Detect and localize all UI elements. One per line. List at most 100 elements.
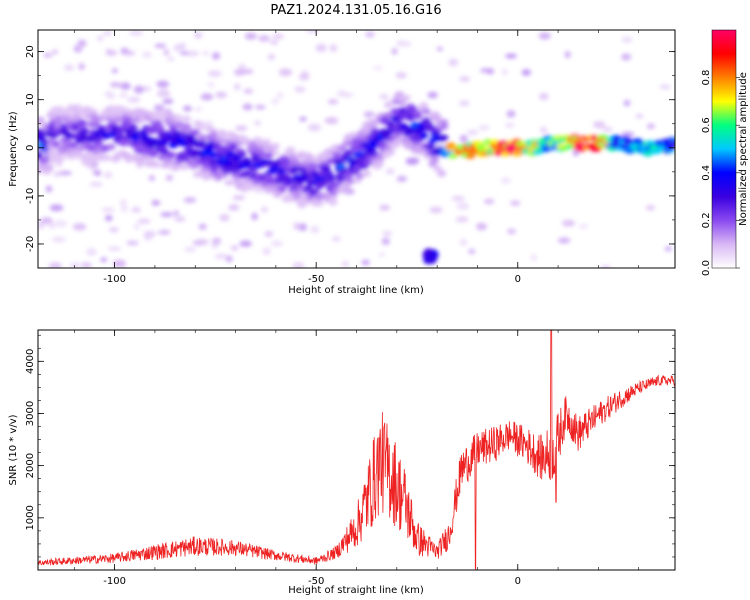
spectrogram-speckle xyxy=(478,124,490,131)
spectrogram-speckle xyxy=(466,129,479,136)
spectrogram-blob xyxy=(264,152,274,159)
spectrogram-speckle xyxy=(664,246,673,252)
spectrogram-speckle xyxy=(43,52,53,58)
spectrogram-blob xyxy=(308,161,318,169)
spectrogram-speckle xyxy=(363,111,375,118)
spectrogram-speckle xyxy=(173,216,186,222)
spectrogram-speckle xyxy=(331,235,341,242)
spectrogram-blob xyxy=(197,134,207,142)
spectrogram-speckle xyxy=(120,82,131,90)
spectrogram-speckle xyxy=(572,149,580,157)
spectrogram-speckle xyxy=(63,64,75,72)
spectrogram-blob xyxy=(40,157,50,164)
spectrogram-speckle xyxy=(310,225,320,234)
spectrogram-speckle xyxy=(539,126,548,134)
snr-series-line xyxy=(38,330,675,570)
spectrogram-blob xyxy=(217,132,227,139)
spectrogram-speckle xyxy=(133,223,140,231)
spectrogram-blob xyxy=(155,127,165,134)
spectrogram-speckle xyxy=(142,51,152,58)
spectrogram-blob xyxy=(386,121,396,128)
spectrogram-speckle xyxy=(198,223,207,230)
spectrogram-speckle xyxy=(381,237,390,246)
spectrogram-blob xyxy=(292,190,302,198)
spectrogram-blob xyxy=(80,128,90,135)
spectrogram-speckle xyxy=(194,31,203,39)
spectrogram-speckle xyxy=(315,43,327,52)
y-tick-label: -10 xyxy=(25,188,36,204)
spectrogram-speckle xyxy=(467,248,476,255)
spectrogram-speckle xyxy=(506,228,517,235)
spectrogram-blob xyxy=(304,153,314,161)
spectrogram-heatmap xyxy=(38,30,675,268)
spectrogram-speckle xyxy=(378,252,386,257)
spectrogram-blob xyxy=(425,144,435,151)
spectrogram-blob xyxy=(439,119,449,126)
spectrogram-speckle xyxy=(143,230,157,238)
spectrogram-speckle xyxy=(232,195,246,201)
spectrogram-speckle xyxy=(379,204,391,211)
spectrogram-speckle xyxy=(396,175,408,182)
spectrogram-speckle xyxy=(405,158,419,165)
spectrogram-speckle xyxy=(483,198,495,205)
spectrogram-speckle xyxy=(538,92,549,101)
spectrogram-speckle xyxy=(182,105,193,112)
spectrogram-speckle xyxy=(133,85,144,94)
spectrogram-blob xyxy=(290,159,300,166)
colorbar-label: Normalized spectral amplitude xyxy=(738,72,749,226)
spectrogram-speckle xyxy=(646,123,656,130)
spectrogram-blob xyxy=(332,152,342,159)
spectrogram-blob xyxy=(633,139,644,145)
colorbar-tick-label: 0.6 xyxy=(701,117,712,133)
spectrogram-blob xyxy=(55,155,65,163)
spectrogram-blob xyxy=(301,158,311,166)
spectrogram-speckle xyxy=(207,81,215,88)
spectrogram-blob xyxy=(430,155,440,163)
spectrogram-speckle xyxy=(578,223,589,230)
spectrogram-speckle xyxy=(235,125,248,132)
spectrogram-speckle xyxy=(564,51,571,59)
spectrogram-blob xyxy=(419,132,429,140)
spectrogram-speckle xyxy=(200,93,214,101)
x-tick-label: 0 xyxy=(515,274,521,285)
spectrogram-blob xyxy=(159,148,169,155)
spectrogram-speckle xyxy=(81,262,92,268)
spectrogram-speckle xyxy=(602,126,613,133)
spectrogram-blob xyxy=(195,124,205,131)
x-tick-label: 0 xyxy=(515,576,521,587)
spectrogram-blob xyxy=(84,157,94,165)
spectrogram-speckle xyxy=(645,205,655,211)
spectrogram-speckle xyxy=(122,50,136,56)
spectrogram-speckle xyxy=(49,204,64,212)
spectrogram-blob xyxy=(68,141,78,149)
spectrogram-blob xyxy=(115,127,125,134)
spectrogram-speckle xyxy=(258,34,270,42)
spectrogram-blob xyxy=(383,112,393,119)
spectrogram-speckle xyxy=(504,123,515,128)
spectrogram-speckle xyxy=(501,68,509,76)
spectrogram-speckle xyxy=(165,174,174,182)
spectrogram-blob xyxy=(170,164,180,172)
spectrogram-blob xyxy=(151,161,161,168)
spectrogram-speckle xyxy=(255,104,266,110)
spectrogram-speckle xyxy=(215,91,227,99)
spectrogram-blob xyxy=(343,172,353,180)
spectrogram-blob xyxy=(51,140,61,147)
snr-panel: -100 -50 0 1000 2000 3000 4000 Height of strai… xyxy=(8,329,676,596)
spectrogram-speckle xyxy=(294,86,306,93)
spectrogram-blob xyxy=(44,164,54,171)
spectrogram-speckle xyxy=(306,30,319,34)
spectrogram-speckle xyxy=(244,32,257,40)
y-tick-label: 20 xyxy=(25,45,36,58)
spectrogram-blob xyxy=(119,140,129,147)
spectrogram-speckle xyxy=(385,168,396,175)
spectrogram-speckle xyxy=(436,46,443,52)
spectrogram-speckle xyxy=(230,245,239,251)
spectrogram-speckle xyxy=(126,96,141,103)
spectrogram-speckle xyxy=(183,197,197,203)
spectrogram-speckle xyxy=(172,210,180,216)
spectrogram-blob xyxy=(410,121,420,129)
spectrogram-speckle xyxy=(113,261,126,268)
spectrogram-speckle xyxy=(298,73,310,81)
